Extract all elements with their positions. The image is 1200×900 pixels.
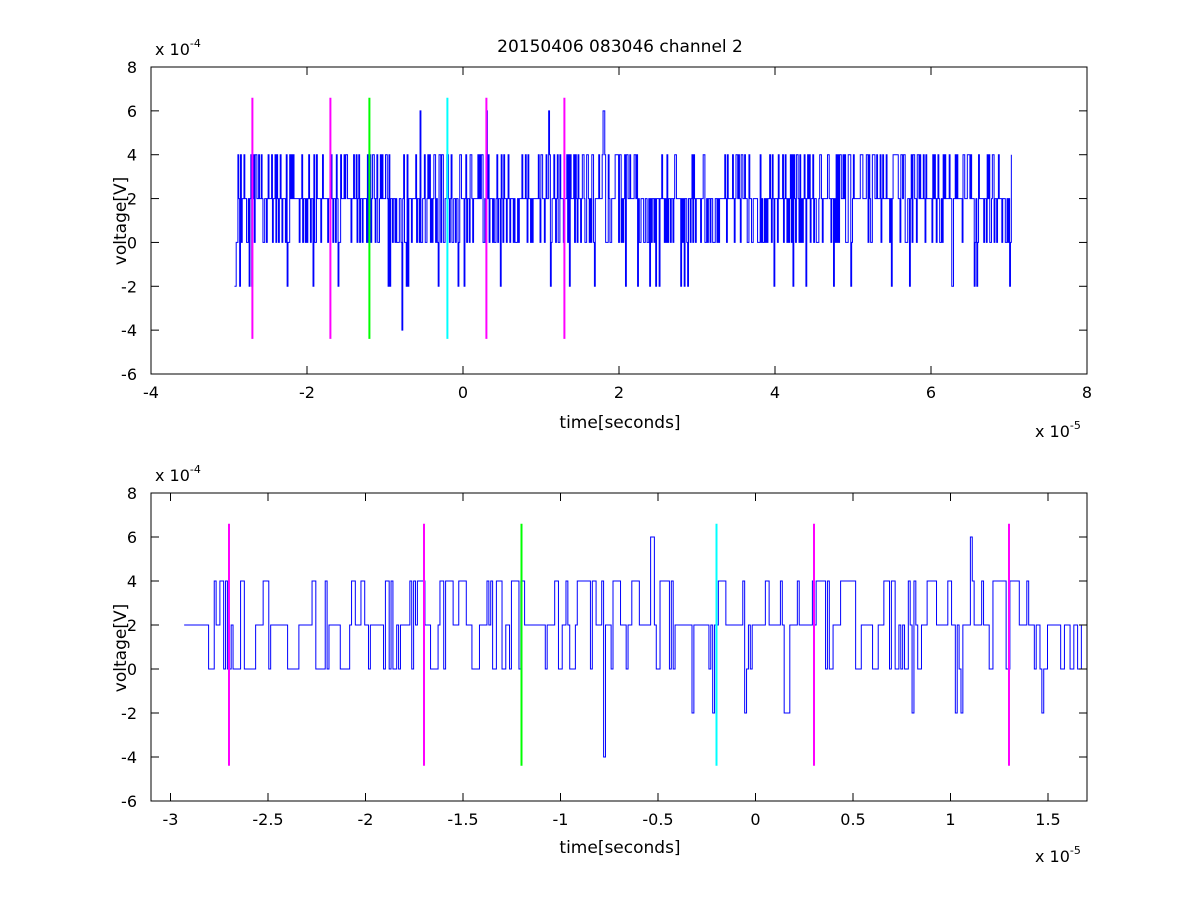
bottom-x-tick-label: -1 — [553, 810, 569, 829]
top-x-tick-label: -4 — [143, 383, 159, 402]
top-y-tick-label: 2 — [127, 190, 137, 209]
bottom-x-tick-label: -2 — [358, 810, 374, 829]
bottom-y-tick-label: -4 — [121, 748, 137, 767]
bottom-x-ticks: -3 -2.5 -2 -1.5 -1 -0.5 0 0.5 1 1.5 — [163, 493, 1061, 829]
bottom-axes-box — [150, 492, 1088, 802]
top-x-ticks: -4 -2 0 2 4 6 8 — [143, 67, 1092, 402]
top-x-tick-label: 4 — [770, 383, 780, 402]
top-y-tick-label: -6 — [121, 365, 137, 384]
top-y-tick-label: 8 — [127, 58, 137, 77]
bottom-x-tick-label: 0.5 — [840, 810, 865, 829]
bottom-y-tick-label: 8 — [127, 484, 137, 503]
bottom-y-tick-label: -6 — [121, 792, 137, 811]
top-x-tick-label: 2 — [614, 383, 624, 402]
top-x-multiplier-exponent: -5 — [1070, 419, 1081, 432]
top-y-tick-label: 6 — [127, 102, 137, 121]
top-x-multiplier-base: x 10 — [1035, 422, 1070, 441]
bottom-x-multiplier-base: x 10 — [1035, 847, 1070, 866]
top-y-tick-label: -4 — [121, 321, 137, 340]
bottom-y-tick-label: -2 — [121, 704, 137, 723]
bottom-y-tick-label: 6 — [127, 528, 137, 547]
bottom-x-tick-label: -2.5 — [252, 810, 283, 829]
bottom-y-multiplier-base: x 10 — [155, 466, 190, 485]
bottom-x-tick-label: 1.5 — [1035, 810, 1060, 829]
top-y-tick-label: -2 — [121, 277, 137, 296]
top-y-tick-label: 0 — [127, 233, 137, 252]
bottom-x-tick-label: -0.5 — [642, 810, 673, 829]
top-x-tick-label: 0 — [458, 383, 468, 402]
chart-title: 20150406 083046 channel 2 — [497, 37, 743, 57]
bottom-x-tick-label: 0 — [750, 810, 760, 829]
bottom-y-ticks: -6 -4 -2 0 2 4 6 8 — [121, 484, 1087, 811]
bottom-x-tick-label: -3 — [163, 810, 179, 829]
bottom-signal-trace — [184, 536, 1087, 758]
top-y-multiplier-exponent: -4 — [190, 37, 201, 50]
top-y-multiplier-base: x 10 — [155, 40, 190, 59]
bottom-y-axis-label: voltage[V] — [111, 604, 131, 692]
bottom-y-multiplier: x 10-4 — [155, 463, 201, 485]
top-y-ticks: -6 -4 -2 0 2 4 6 8 — [121, 58, 1087, 384]
top-x-tick-label: 6 — [926, 383, 936, 402]
bottom-x-axis-label: time[seconds] — [559, 838, 680, 858]
bottom-plot-area — [150, 492, 1088, 802]
top-x-axis-label: time[seconds] — [559, 413, 680, 433]
top-x-tick-label: 8 — [1082, 383, 1092, 402]
top-x-multiplier: x 10-5 — [1035, 419, 1081, 441]
top-x-tick-label: -2 — [299, 383, 315, 402]
bottom-y-tick-label: 4 — [127, 572, 137, 591]
bottom-x-multiplier: x 10-5 — [1035, 844, 1081, 866]
bottom-y-tick-label: 0 — [127, 660, 137, 679]
bottom-subplot: -3 -2.5 -2 -1.5 -1 -0.5 0 0.5 1 1.5 -6 -4 -2 0 2 4 6 8 t… — [111, 463, 1088, 866]
bottom-y-multiplier-exponent: -4 — [190, 463, 201, 476]
top-subplot: -4 -2 0 2 4 6 8 -6 -4 -2 0 2 4 6 8 time[seconds] volt… — [111, 37, 1092, 441]
bottom-x-tick-label: 1 — [945, 810, 955, 829]
bottom-x-multiplier-exponent: -5 — [1070, 844, 1081, 857]
bottom-x-tick-label: -1.5 — [447, 810, 478, 829]
top-signal-trace — [234, 110, 1012, 331]
top-y-tick-label: 4 — [127, 146, 137, 165]
bottom-y-tick-label: 2 — [127, 616, 137, 635]
top-y-axis-label: voltage[V] — [111, 177, 131, 265]
top-y-multiplier: x 10-4 — [155, 37, 201, 59]
